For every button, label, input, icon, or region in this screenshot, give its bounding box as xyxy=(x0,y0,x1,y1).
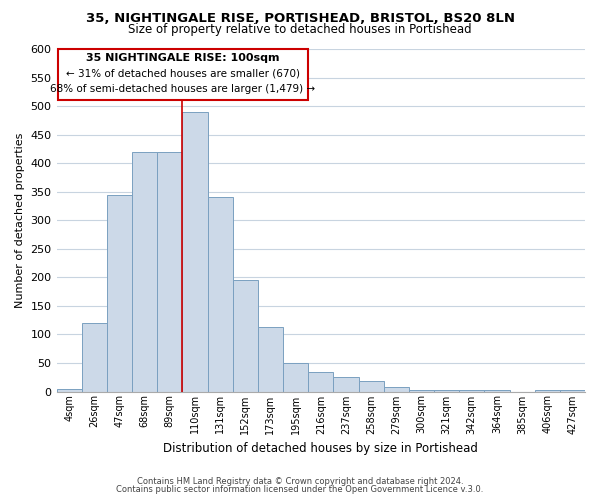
Bar xyxy=(157,152,182,392)
Bar xyxy=(283,363,308,392)
Bar xyxy=(484,390,509,392)
Bar xyxy=(208,198,233,392)
Bar xyxy=(132,152,157,392)
Text: 35, NIGHTINGALE RISE, PORTISHEAD, BRISTOL, BS20 8LN: 35, NIGHTINGALE RISE, PORTISHEAD, BRISTO… xyxy=(86,12,515,26)
Y-axis label: Number of detached properties: Number of detached properties xyxy=(15,132,25,308)
Bar xyxy=(56,388,82,392)
Bar xyxy=(182,112,208,392)
Text: Contains public sector information licensed under the Open Government Licence v.: Contains public sector information licen… xyxy=(116,485,484,494)
Text: Size of property relative to detached houses in Portishead: Size of property relative to detached ho… xyxy=(128,24,472,36)
Text: 35 NIGHTINGALE RISE: 100sqm: 35 NIGHTINGALE RISE: 100sqm xyxy=(86,53,280,63)
Bar xyxy=(434,390,459,392)
Bar xyxy=(258,327,283,392)
Bar xyxy=(233,280,258,392)
Bar xyxy=(107,194,132,392)
Bar xyxy=(383,387,409,392)
Bar xyxy=(409,390,434,392)
Bar xyxy=(459,390,484,392)
Bar xyxy=(334,377,359,392)
X-axis label: Distribution of detached houses by size in Portishead: Distribution of detached houses by size … xyxy=(163,442,478,455)
Text: ← 31% of detached houses are smaller (670): ← 31% of detached houses are smaller (67… xyxy=(66,69,300,79)
Bar xyxy=(82,323,107,392)
Bar xyxy=(560,390,585,392)
Bar xyxy=(535,390,560,392)
Text: 68% of semi-detached houses are larger (1,479) →: 68% of semi-detached houses are larger (… xyxy=(50,84,316,94)
Text: Contains HM Land Registry data © Crown copyright and database right 2024.: Contains HM Land Registry data © Crown c… xyxy=(137,477,463,486)
FancyBboxPatch shape xyxy=(58,49,308,100)
Bar xyxy=(308,372,334,392)
Bar xyxy=(359,381,383,392)
